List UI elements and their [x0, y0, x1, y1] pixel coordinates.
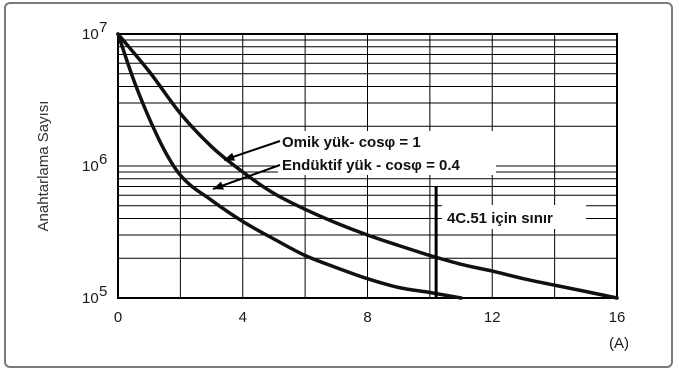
limit-label-background — [442, 205, 586, 229]
x-unit-label: (A) — [609, 335, 629, 352]
x-tick-label: 8 — [363, 309, 371, 326]
y-axis-label: Anahtarlama Sayısı — [35, 101, 52, 232]
annotation-background — [278, 131, 496, 175]
limit-label: 4C.51 için sınır — [447, 210, 553, 227]
x-tick-label: 12 — [484, 309, 501, 326]
x-tick-label: 0 — [114, 309, 122, 326]
series-layer — [116, 32, 619, 300]
legend-omik: Omik yük- cosφ = 1 — [282, 134, 421, 151]
plot-area — [117, 33, 618, 299]
arrow-omik-head — [224, 152, 235, 161]
x-tick-label: 16 — [609, 309, 626, 326]
x-tick-labels: 0 4 8 12 16 — [114, 309, 626, 326]
series-line-1 — [116, 32, 619, 300]
y-tick-exponent: 6 — [99, 151, 107, 168]
arrow-enduktif — [212, 164, 281, 190]
x-tick-label: 4 — [239, 309, 247, 326]
arrow-enduktif-head — [213, 181, 224, 190]
y-tick-exponent: 5 — [99, 283, 107, 300]
y-tick-label: 10 — [82, 26, 99, 43]
y-tick-label: 10 — [82, 158, 99, 175]
y-tick-exponent: 7 — [99, 19, 107, 36]
annotation-arrows — [212, 140, 281, 190]
grid — [118, 34, 617, 298]
legend-enduktif: Endüktif yük - cosφ = 0.4 — [282, 157, 461, 174]
y-tick-label: 10 — [82, 290, 99, 307]
series-line-2 — [116, 32, 463, 300]
